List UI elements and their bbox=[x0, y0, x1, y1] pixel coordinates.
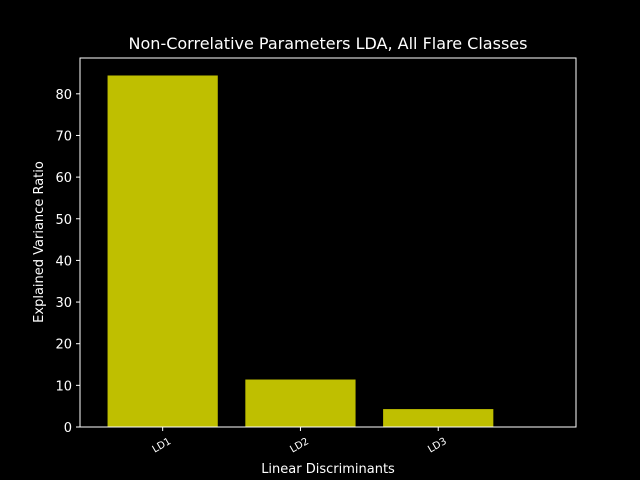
x-axis-label: Linear Discriminants bbox=[261, 462, 395, 477]
y-tick-label: 70 bbox=[55, 129, 72, 144]
y-axis: 0 10 20 30 40 50 60 70 80 bbox=[55, 88, 80, 436]
y-tick-label: 10 bbox=[55, 379, 72, 394]
y-tick-label: 20 bbox=[55, 338, 72, 353]
y-tick-label: 60 bbox=[55, 171, 72, 186]
plot-frame bbox=[79, 57, 577, 428]
y-tick-label: 80 bbox=[55, 88, 72, 103]
x-axis: LD1 LD2 LD3 bbox=[151, 427, 449, 455]
x-tick-label: LD2 bbox=[288, 436, 311, 455]
bars-group bbox=[107, 75, 494, 427]
x-tick-label: LD3 bbox=[426, 436, 449, 455]
bar-ld2 bbox=[245, 379, 356, 427]
y-axis-label: Explained Variance Ratio bbox=[32, 161, 47, 323]
bar-ld1 bbox=[107, 75, 218, 427]
y-tick-label: 0 bbox=[64, 421, 72, 436]
y-tick-label: 30 bbox=[55, 296, 72, 311]
y-tick-label: 40 bbox=[55, 254, 72, 269]
chart-title: Non-Correlative Parameters LDA, All Flar… bbox=[129, 34, 528, 53]
y-tick-label: 50 bbox=[55, 213, 72, 228]
x-tick-label: LD1 bbox=[151, 436, 174, 455]
bar-ld3 bbox=[383, 409, 494, 427]
